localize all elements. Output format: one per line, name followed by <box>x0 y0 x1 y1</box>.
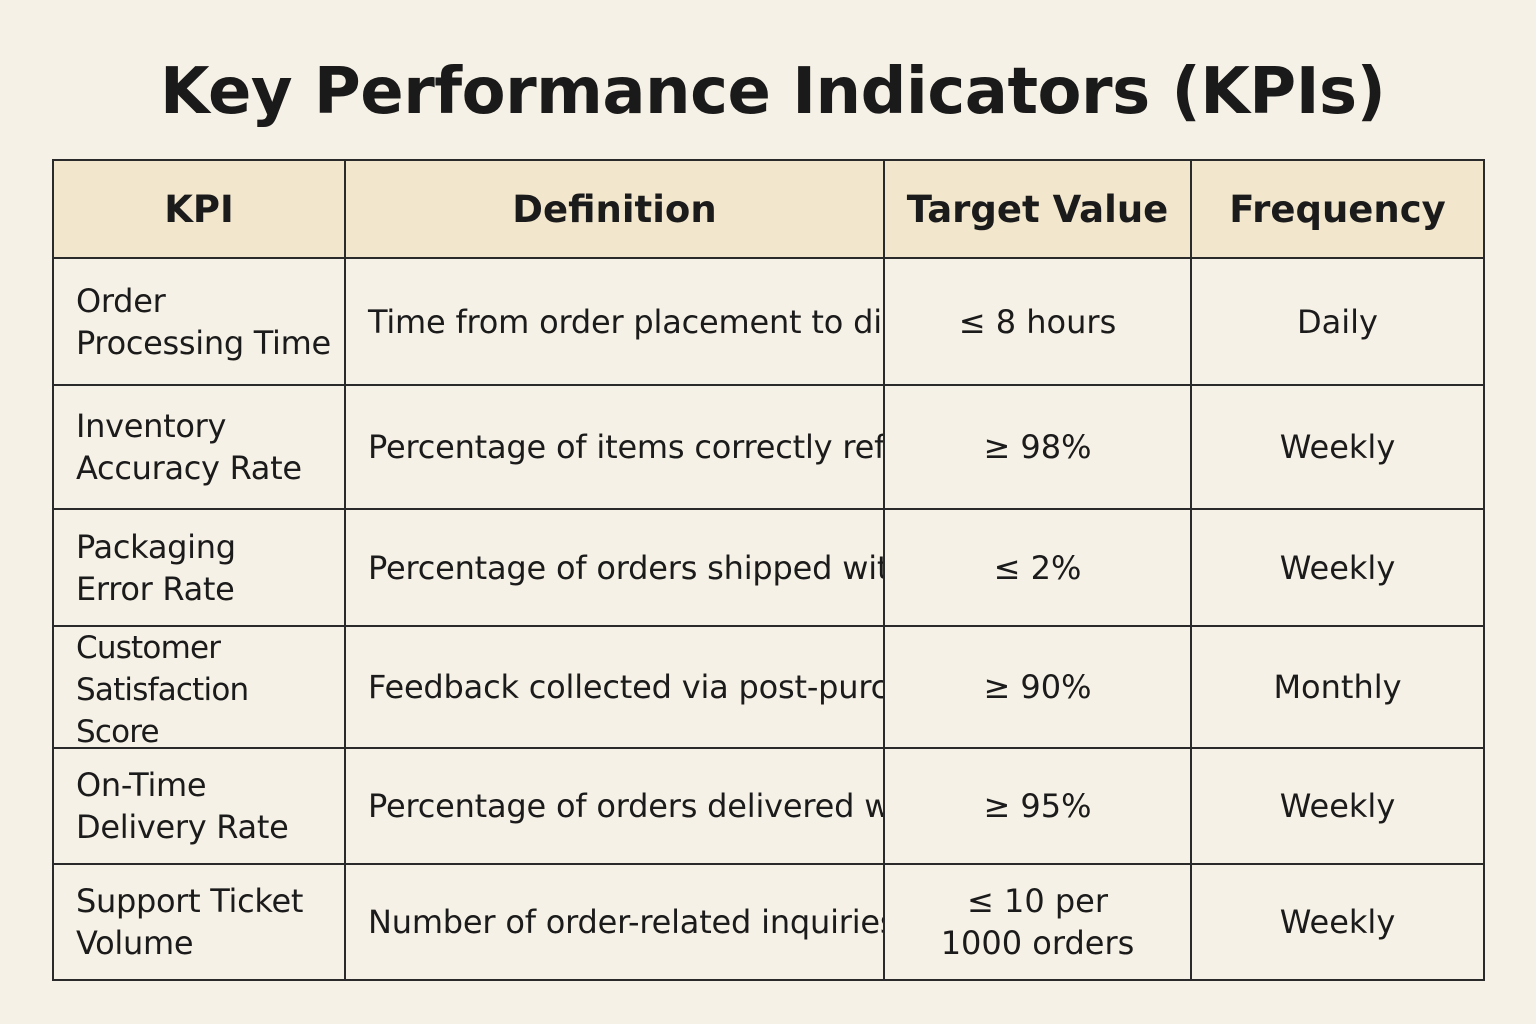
table-row: Packaging Error Rate Percentage of order… <box>52 508 1485 627</box>
kpi-name-cell: Support Ticket Volume <box>52 863 346 981</box>
kpi-name-cell: Inventory Accuracy Rate <box>52 384 346 510</box>
frequency-cell: Weekly <box>1190 863 1485 981</box>
definition-cell: Feedback collected via post-purchase sur… <box>344 625 885 749</box>
frequency-cell: Weekly <box>1190 508 1485 627</box>
page-title: Key Performance Indicators (KPIs) <box>160 55 1386 129</box>
target-value-cell: ≤ 8 hours <box>883 257 1192 386</box>
definition-cell: Percentage of orders shipped with incorr… <box>344 508 885 627</box>
definition-cell: Percentage of orders delivered within th… <box>344 747 885 865</box>
definition-cell: Percentage of items correctly reflected … <box>344 384 885 510</box>
column-header-frequency: Frequency <box>1190 159 1485 259</box>
kpi-name-cell-wrapper: Customer Satisfaction Score (CSAT) <box>52 625 346 749</box>
definition-cell: Number of order-related inquiries/compla… <box>344 863 885 981</box>
target-value-cell: ≤ 2% <box>883 508 1192 627</box>
table-header-row: KPI Definition Target Value Frequency <box>52 159 1485 259</box>
table-row: Inventory Accuracy Rate Percentage of it… <box>52 384 1485 510</box>
frequency-cell: Weekly <box>1190 384 1485 510</box>
kpi-table: KPI Definition Target Value Frequency Or… <box>52 159 1485 981</box>
frequency-cell: Daily <box>1190 257 1485 386</box>
kpi-name-cell: Customer Satisfaction Score (CSAT) <box>76 630 249 747</box>
table-row: Order Processing Time Time from order pl… <box>52 257 1485 386</box>
target-value-cell: ≥ 95% <box>883 747 1192 865</box>
definition-cell: Time from order placement to dispatch <box>344 257 885 386</box>
frequency-cell: Weekly <box>1190 747 1485 865</box>
column-header-kpi: KPI <box>52 159 346 259</box>
table-row: Support Ticket Volume Number of order-re… <box>52 863 1485 981</box>
column-header-definition: Definition <box>344 159 885 259</box>
target-value-cell: ≥ 90% <box>883 625 1192 749</box>
column-header-target-value: Target Value <box>883 159 1192 259</box>
table-row: Customer Satisfaction Score (CSAT) Feedb… <box>52 625 1485 749</box>
target-value-cell: ≥ 98% <box>883 384 1192 510</box>
kpi-name-cell: Order Processing Time <box>52 257 346 386</box>
table-row: On-Time Delivery Rate Percentage of orde… <box>52 747 1485 865</box>
target-value-cell: ≤ 10 per 1000 orders <box>883 863 1192 981</box>
frequency-cell: Monthly <box>1190 625 1485 749</box>
kpi-name-cell: On-Time Delivery Rate <box>52 747 346 865</box>
kpi-name-cell: Packaging Error Rate <box>52 508 346 627</box>
